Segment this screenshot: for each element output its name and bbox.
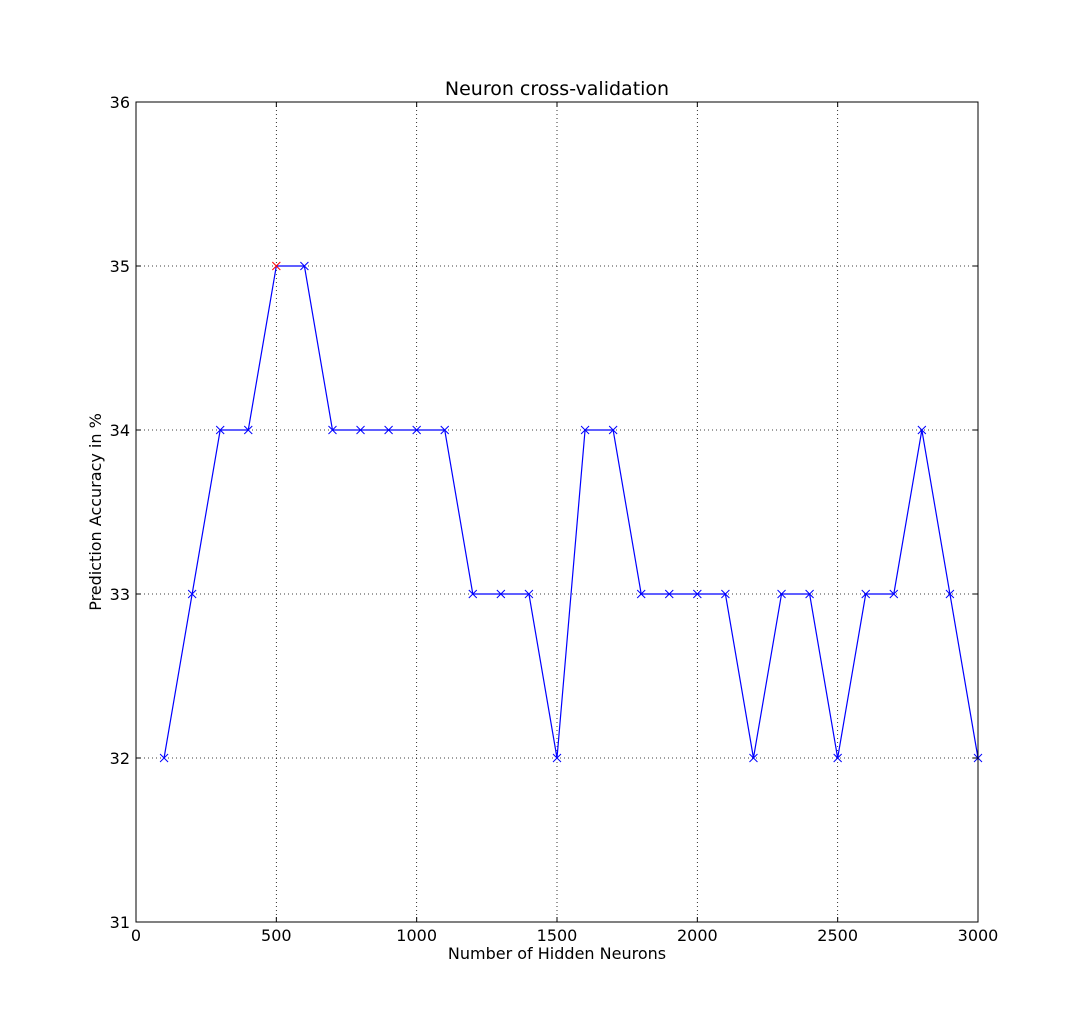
marker-stroke	[328, 425, 337, 435]
marker-stroke	[159, 753, 169, 763]
marker-stroke	[243, 425, 253, 435]
marker-stroke	[777, 589, 786, 599]
data-point-marker	[328, 425, 337, 435]
y-tick-label: 36	[110, 93, 130, 112]
x-tick-label: 2000	[677, 926, 718, 945]
data-point-marker	[440, 425, 450, 435]
data-point-marker	[664, 589, 674, 599]
marker-stroke	[215, 425, 225, 435]
data-point-marker	[945, 589, 955, 599]
data-point-marker	[243, 425, 253, 435]
data-point-marker	[187, 589, 197, 599]
x-tick-label: 2500	[817, 926, 858, 945]
y-axis-title: Prediction Accuracy in %	[86, 413, 105, 611]
y-tick-label: 34	[110, 421, 130, 440]
data-point-marker	[777, 589, 786, 599]
data-point-marker	[384, 425, 393, 435]
ticks: 0 500 1000 1500 2000 2500 3000 31 32 33 34 35 36	[110, 93, 999, 945]
data-point-marker	[692, 589, 702, 599]
marker-stroke	[945, 589, 955, 599]
data-point-marker	[608, 425, 618, 435]
marker-stroke	[271, 261, 281, 271]
data-point-marker	[889, 589, 899, 599]
data-point-marker	[159, 753, 169, 763]
marker-stroke	[833, 753, 843, 763]
marker-stroke	[552, 753, 562, 763]
data-point-marker	[300, 261, 309, 271]
x-tick-label: 1000	[396, 926, 437, 945]
x-axis-title: Number of Hidden Neurons	[448, 944, 666, 963]
x-tick-label: 0	[131, 926, 141, 945]
marker-stroke	[749, 753, 758, 763]
marker-stroke	[384, 425, 393, 435]
marker-stroke	[524, 589, 534, 599]
data-point-marker	[861, 589, 871, 599]
data-point-marker	[552, 753, 562, 763]
marker-stroke	[889, 589, 899, 599]
marker-stroke	[468, 589, 478, 599]
y-tick-label: 31	[110, 913, 130, 932]
data-point-marker	[721, 589, 730, 599]
marker-stroke	[187, 589, 197, 599]
data-point-marker	[215, 425, 225, 435]
data-point-marker	[412, 425, 422, 435]
marker-stroke	[440, 425, 450, 435]
x-tick-label: 1500	[537, 926, 578, 945]
marker-stroke	[917, 425, 927, 435]
data-point-marker	[749, 753, 758, 763]
marker-stroke	[300, 261, 309, 271]
chart-title: Neuron cross-validation	[445, 78, 669, 100]
data-point-marker	[356, 425, 365, 435]
data-point-marker	[636, 589, 646, 599]
marker-stroke	[636, 589, 646, 599]
x-tick-label: 500	[261, 926, 292, 945]
data-point-marker	[580, 425, 590, 435]
data-point-marker	[833, 753, 843, 763]
marker-stroke	[356, 425, 365, 435]
x-tick-label: 3000	[958, 926, 999, 945]
y-tick-label: 32	[110, 749, 130, 768]
y-tick-label: 35	[110, 257, 130, 276]
series-layer	[159, 261, 983, 763]
data-point-marker	[524, 589, 534, 599]
marker-stroke	[721, 589, 730, 599]
marker-stroke	[805, 589, 814, 599]
series-line	[163, 265, 979, 759]
marker-stroke	[692, 589, 702, 599]
marker-stroke	[580, 425, 590, 435]
data-point-marker	[496, 589, 506, 599]
marker-stroke	[861, 589, 871, 599]
marker-stroke	[608, 425, 618, 435]
marker-stroke	[496, 589, 506, 599]
marker-stroke	[664, 589, 674, 599]
highlight-point-marker	[271, 261, 281, 271]
marker-stroke	[412, 425, 422, 435]
data-point-marker	[917, 425, 927, 435]
y-tick-label: 33	[110, 585, 130, 604]
data-point-marker	[805, 589, 814, 599]
data-point-marker	[468, 589, 478, 599]
grid-lines	[136, 102, 978, 922]
